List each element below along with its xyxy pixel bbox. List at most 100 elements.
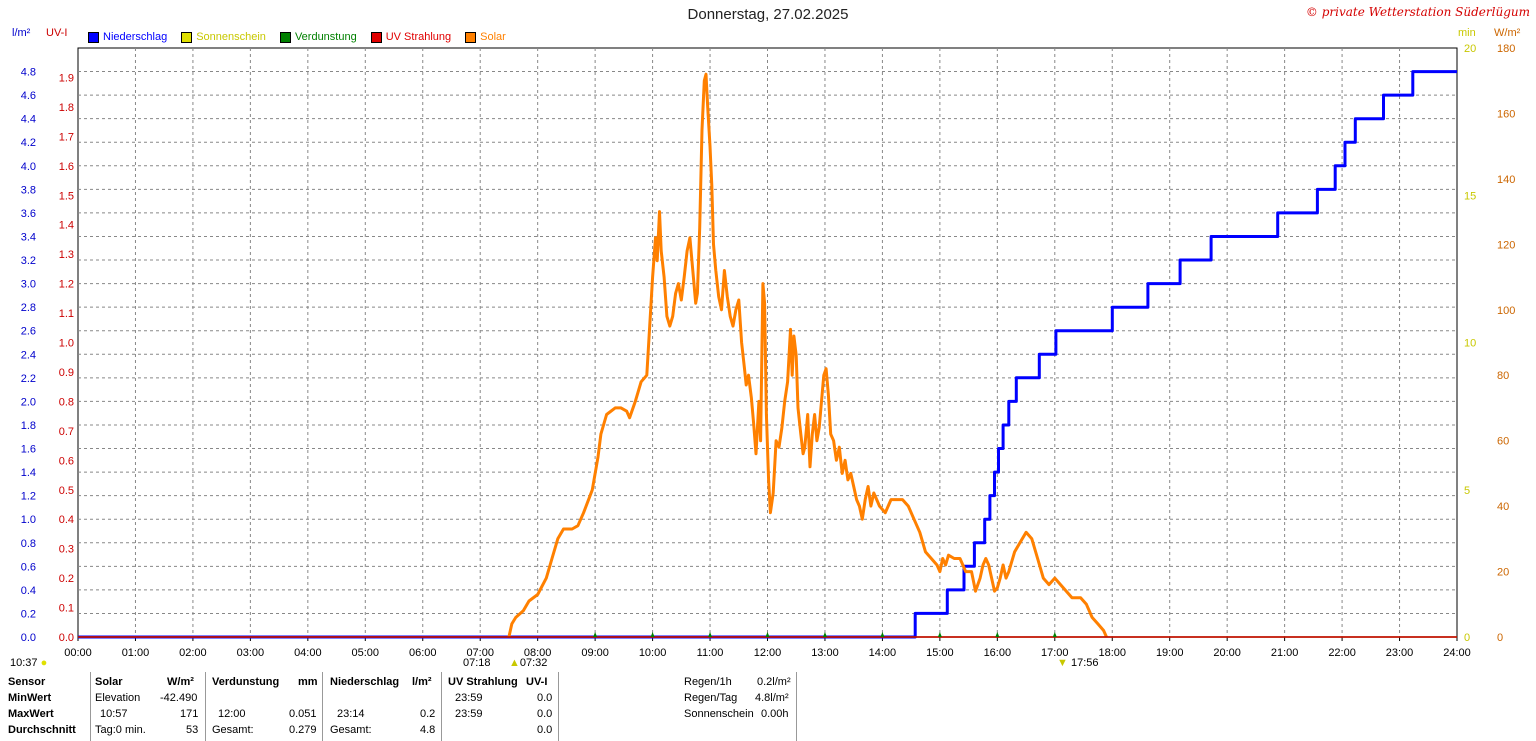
solar-tick-label: 100 (1497, 305, 1515, 317)
x-tick-label: 03:00 (237, 647, 265, 659)
uv-max-time: 23:59 (455, 708, 483, 720)
sunset-time-label: 17:56 (1070, 657, 1099, 669)
uv-tick-label: 0.8 (59, 396, 74, 408)
evaporation-marker (708, 632, 713, 637)
precip-tick-label: 0.2 (21, 608, 36, 620)
evaporation-marker (880, 632, 885, 637)
precip-tick-label: 2.6 (21, 326, 36, 338)
precip-tick-label: 2.4 (21, 349, 36, 361)
uv-tick-label: 0.4 (59, 514, 74, 526)
uv-tick-label: 0.0 (59, 632, 74, 644)
moon-time: 10:37 ● (10, 657, 47, 669)
precip-axis-unit: l/m² (12, 27, 31, 39)
summary-regen-1h-value: 0.2l/m² (757, 676, 791, 688)
uv-tick-label: 1.9 (59, 72, 74, 84)
x-tick-label: 10:00 (639, 647, 667, 659)
uv-tick-label: 1.4 (59, 220, 74, 232)
uv-max-value: 0.0 (537, 708, 553, 720)
x-tick-label: 01:00 (122, 647, 150, 659)
precip-tick-label: 3.6 (21, 208, 36, 220)
solar-min-time: Elevation (95, 692, 141, 704)
uv-tick-label: 1.3 (59, 249, 74, 261)
legend-swatch (181, 31, 193, 43)
sun-tick-label: 5 (1464, 485, 1470, 497)
x-tick-label: 19:00 (1156, 647, 1184, 659)
stats-table: Sensor MinWert MaxWert Durchschnitt Sola… (0, 672, 1536, 741)
stats-divider (558, 672, 559, 741)
verd-total-value: 0.279 (289, 724, 317, 736)
uv-tick-label: 1.6 (59, 161, 74, 173)
stats-divider (322, 672, 323, 741)
legend-label: Sonnenschein (196, 31, 266, 43)
precip-tick-label: 1.4 (21, 467, 36, 479)
solar-day-label: Tag:0 min. (95, 724, 146, 736)
stats-row-label: MinWert (8, 692, 52, 704)
evaporation-marker (995, 632, 1000, 637)
precip-tick-label: 4.4 (21, 114, 36, 126)
x-tick-label: 02:00 (179, 647, 207, 659)
uv-tick-label: 1.1 (59, 308, 74, 320)
stats-divider (90, 672, 91, 741)
sun-axis-unit: min (1458, 27, 1476, 39)
x-tick-label: 22:00 (1328, 647, 1356, 659)
uv-tick-label: 0.1 (59, 603, 74, 615)
weather-chart: 00:00 01:00 02:00 03:00 04:00 05:00 06:00 07:00… (21, 43, 1516, 659)
x-tick-label: 15:00 (926, 647, 954, 659)
sunset-time: ▼ 17:56 (1057, 657, 1098, 669)
x-tick-label: 23:00 (1386, 647, 1414, 659)
legend-item-uv: UV Strahlung (370, 31, 452, 43)
moon-time-label: 10:37 (10, 657, 38, 669)
stats-header-solar: Solar (95, 676, 123, 688)
x-tick-label: 06:00 (409, 647, 437, 659)
evaporation-marker (822, 632, 827, 637)
solar-tick-label: 0 (1497, 632, 1503, 644)
summary-regen-1h-label: Regen/1h (684, 676, 732, 688)
x-tick-label: 24:00 (1443, 647, 1471, 659)
evaporation-marker (593, 632, 598, 637)
stats-header-uv-unit: UV-I (526, 676, 548, 688)
solar-tick-label: 120 (1497, 239, 1515, 251)
x-tick-label: 00:00 (64, 647, 92, 659)
series-line-solar (507, 72, 1108, 638)
stats-divider (205, 672, 206, 741)
legend-swatch (279, 31, 291, 43)
solar-tick-label: 40 (1497, 501, 1509, 513)
x-tick-label: 08:00 (524, 647, 552, 659)
sunrise-icon: ▲ (509, 657, 520, 669)
sunrise-time-label: 07:32 (519, 657, 548, 669)
precip-tick-label: 3.2 (21, 255, 36, 267)
evaporation-marker (765, 632, 770, 637)
precip-tick-label: 3.0 (21, 279, 36, 291)
uv-tick-label: 0.5 (59, 485, 74, 497)
precip-tick-label: 3.8 (21, 184, 36, 196)
chart-title: Donnerstag, 27.02.2025 (687, 6, 849, 23)
stats-header-solar-unit: W/m² (167, 676, 194, 688)
stats-header-sensor: Sensor (8, 676, 46, 688)
legend-swatch (88, 31, 99, 43)
precip-tick-label: 1.0 (21, 514, 36, 526)
precip-tick-label: 4.6 (21, 90, 36, 102)
uv-tick-label: 1.2 (59, 279, 74, 291)
verd-total-label: Gesamt: (212, 724, 254, 736)
evaporation-marker (650, 632, 655, 637)
x-tick-label: 14:00 (869, 647, 897, 659)
x-tick-label: 13:00 (811, 647, 839, 659)
moon-icon: ● (40, 657, 48, 669)
x-tick-label: 07:00 (466, 647, 494, 659)
uv-tick-label: 1.0 (59, 338, 74, 350)
evaporation-marker (937, 632, 942, 637)
legend-label: Solar (480, 31, 506, 43)
evaporation-marker (1052, 632, 1057, 637)
solar-tick-label: 80 (1497, 370, 1509, 382)
x-tick-label: 18:00 (1098, 647, 1126, 659)
legend-item-verdunstung: Verdunstung (279, 31, 357, 43)
legend-label: UV Strahlung (385, 31, 452, 43)
sun-tick-label: 15 (1464, 190, 1476, 202)
stats-header-niederschlag: Niederschlag (330, 676, 400, 688)
solar-max-time: 10:57 (100, 708, 128, 720)
stats-header-niederschlag-unit: l/m² (412, 676, 432, 688)
precip-tick-label: 2.8 (21, 302, 36, 314)
stats-row-label: MaxWert (8, 708, 54, 720)
precip-tick-label: 2.2 (21, 373, 36, 385)
solar-tick-label: 20 (1497, 567, 1509, 579)
